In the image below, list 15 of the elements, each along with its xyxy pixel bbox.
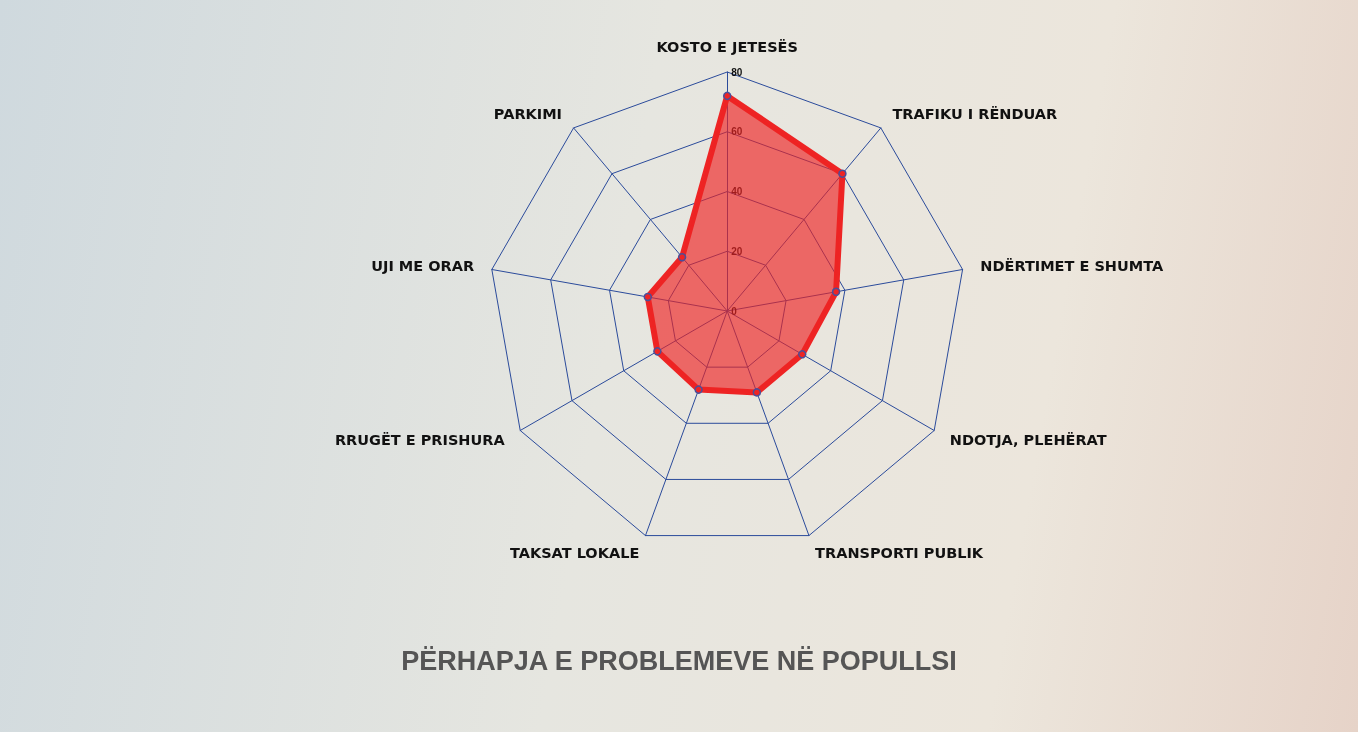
spoke-label: NDOTJA, PLEHËRAT <box>949 431 1107 448</box>
spoke-label: RRUGËT E PRISHURA <box>334 431 506 448</box>
spoke-label: UJI ME ORAR <box>371 258 475 275</box>
spoke-label: TRAFIKU I RËNDUAR <box>892 106 1058 123</box>
y-tick-label: 80 <box>731 66 743 78</box>
spoke-label: TRANSPORTI PUBLIK <box>815 544 984 561</box>
spoke-label: PARKIMI <box>493 106 563 123</box>
y-tick-label: 20 <box>731 245 743 257</box>
text: PËRHAPJA E PROBLEMEVE NË POPULLSI <box>401 645 957 676</box>
y-tick-label: 0 <box>731 305 738 317</box>
spoke-label: TAKSAT LOKALE <box>509 544 640 561</box>
y-tick-label: 60 <box>731 126 743 138</box>
y-tick-label: 40 <box>731 186 743 197</box>
spoke-label: KOSTO E JETESËS <box>656 38 798 55</box>
spoke-label: NDËRTIMET E SHUMTA <box>980 258 1164 275</box>
